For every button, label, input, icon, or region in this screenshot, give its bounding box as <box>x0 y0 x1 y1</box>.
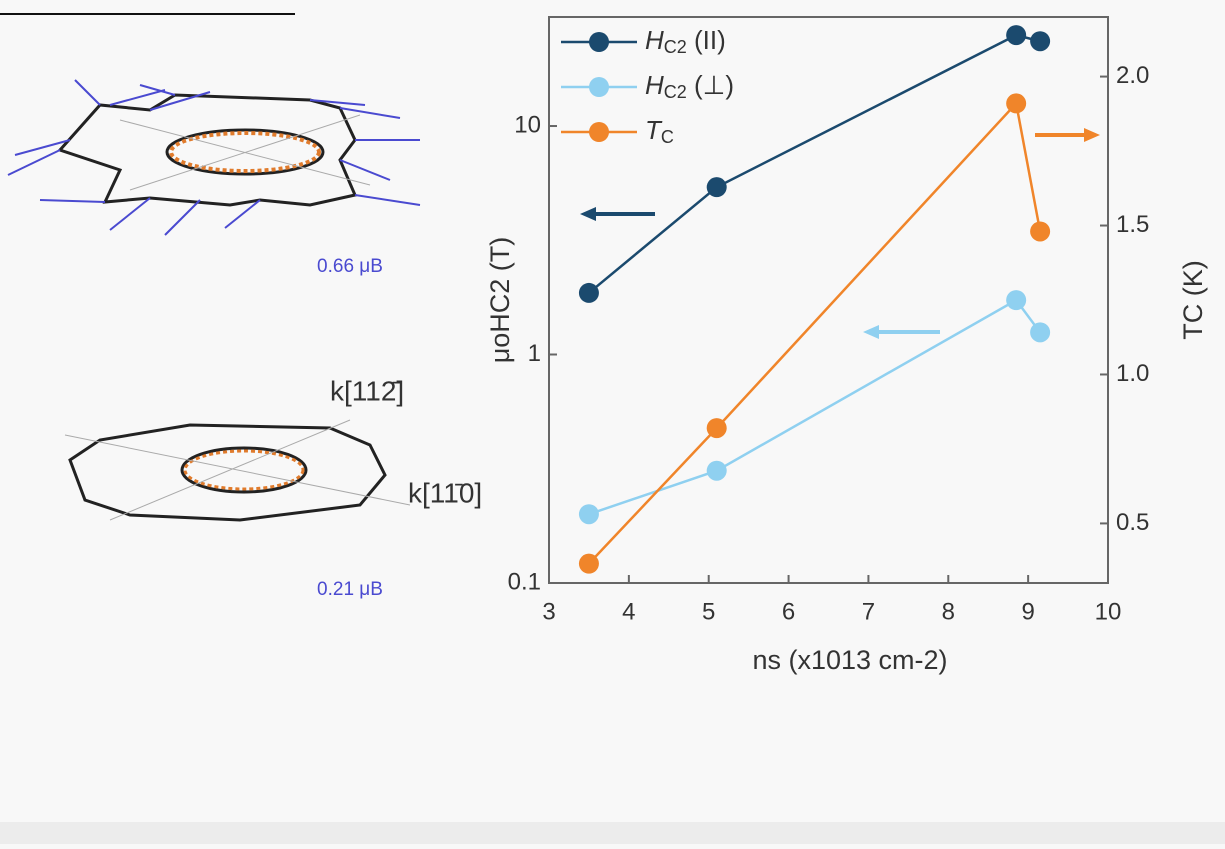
data-point <box>1006 93 1026 113</box>
k-label: k[112̄] <box>330 375 404 406</box>
data-point <box>1006 25 1026 45</box>
legend-marker <box>589 77 609 97</box>
legend-symbol: H <box>645 25 664 55</box>
y-tick-label: 10 <box>514 111 541 138</box>
y-axis-label: μoHC2 (T) <box>485 237 515 364</box>
data-point <box>1030 221 1050 241</box>
data-point <box>1030 31 1050 51</box>
y2-tick-label: 0.5 <box>1116 509 1149 536</box>
data-point <box>1030 322 1050 342</box>
legend-rest: (II) <box>687 25 726 55</box>
moment-label: 0.21 μB <box>317 579 383 600</box>
data-point <box>1006 290 1026 310</box>
y2-tick-label: 2.0 <box>1116 62 1149 89</box>
y2-tick-label: 1.5 <box>1116 211 1149 238</box>
x-tick-label: 3 <box>542 598 555 625</box>
x-tick-label: 7 <box>862 598 875 625</box>
x-axis-label: ns (x1013 cm-2) <box>752 645 947 675</box>
legend-marker <box>589 122 609 142</box>
y-tick-label: 1 <box>528 340 541 367</box>
data-point <box>579 504 599 524</box>
legend-label: HC2 (⊥) <box>645 70 734 102</box>
data-point <box>707 177 727 197</box>
legend-symbol: H <box>645 70 664 100</box>
x-tick-label: 4 <box>622 598 635 625</box>
slide: 0.66 μB 0.21 μB k[112̄] k[11̄0] ns (x101… <box>0 0 1225 844</box>
data-point <box>707 461 727 481</box>
y2-axis-label: TC (K) <box>1178 260 1208 339</box>
x-tick-label: 8 <box>942 598 955 625</box>
data-point <box>579 554 599 574</box>
x-tick-label: 9 <box>1021 598 1034 625</box>
legend-rest: (⊥) <box>687 70 734 100</box>
data-point <box>707 418 727 438</box>
x-tick-label: 6 <box>782 598 795 625</box>
legend-subscript: C2 <box>664 37 687 57</box>
legend-subscript: C2 <box>664 82 687 102</box>
y-tick-label: 0.1 <box>508 568 541 595</box>
background <box>0 0 1225 844</box>
moment-label: 0.66 μB <box>317 256 383 277</box>
y2-tick-label: 1.0 <box>1116 360 1149 387</box>
footer-bar <box>0 822 1225 844</box>
legend-subscript: C <box>661 127 674 147</box>
x-tick-label: 10 <box>1095 598 1122 625</box>
x-tick-label: 5 <box>702 598 715 625</box>
legend-marker <box>589 32 609 52</box>
k-label: k[11̄0] <box>408 477 482 508</box>
data-point <box>579 283 599 303</box>
